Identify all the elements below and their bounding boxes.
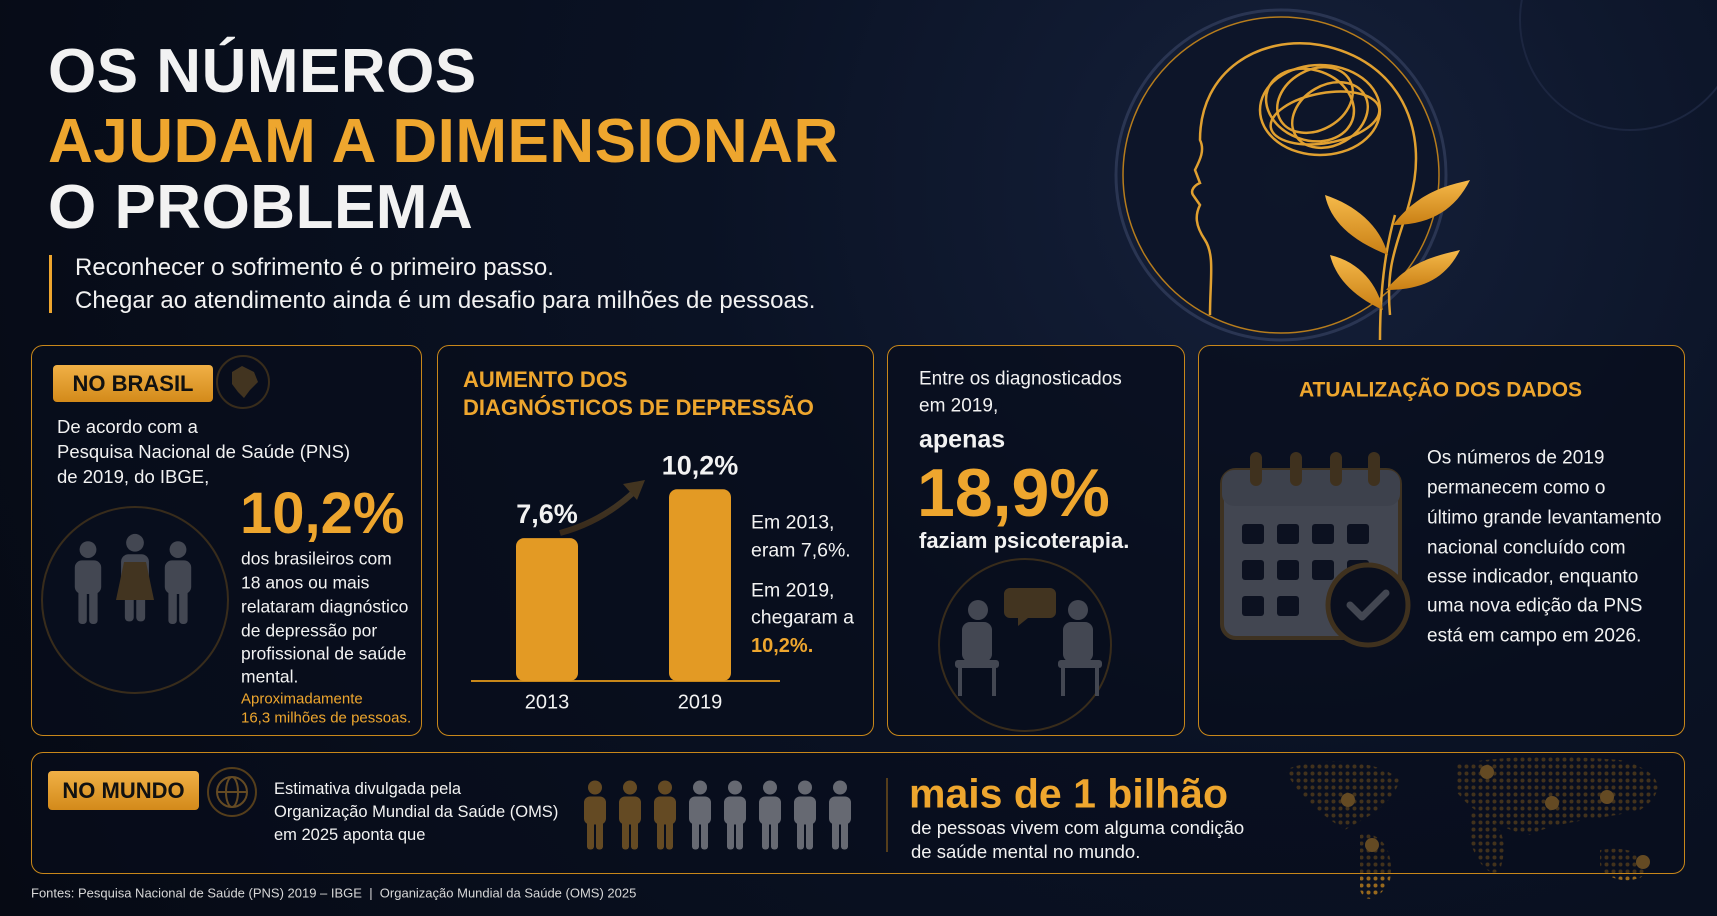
text-line: permanecem como o xyxy=(1427,477,1606,499)
leaves xyxy=(1325,180,1470,310)
head-disc xyxy=(1122,16,1440,334)
text-line: de 2019, do IBGE, xyxy=(57,465,210,487)
text-line: nacional concluído com xyxy=(1427,537,1626,559)
note-line: Aproximadamente xyxy=(241,690,363,708)
lead: apenas xyxy=(919,425,1006,454)
text-line: em 2025 aponta que xyxy=(274,825,426,844)
bar xyxy=(669,489,731,681)
chart-title: DIAGNÓSTICOS DE DEPRESSÃO xyxy=(463,395,814,420)
footer: Fontes: Pesquisa Nacional de Saúde (PNS)… xyxy=(31,885,637,901)
annotation: 10,2%. xyxy=(751,635,814,657)
text-line: dos brasileiros com xyxy=(241,548,392,569)
value-label: 10,2% xyxy=(662,450,739,480)
text-line: faziam psicoterapia. xyxy=(919,528,1130,553)
text-line: Pesquisa Nacional de Saúde (PNS) xyxy=(57,440,351,462)
text-line: relataram diagnóstico xyxy=(241,596,409,617)
subtitle-line: Chegar ao atendimento ainda é um desafio… xyxy=(75,287,816,314)
text-line: de pessoas vivem com alguma condição xyxy=(911,816,1245,838)
text-line: último grande levantamento xyxy=(1427,507,1662,529)
title-line: OS NÚMEROS xyxy=(48,37,477,106)
text-line: de depressão por xyxy=(241,620,378,641)
x-tick-label: 2019 xyxy=(678,691,723,713)
text-line: Estimativa divulgada pela xyxy=(274,779,462,798)
annotation: Em 2019, xyxy=(751,579,835,602)
subtitle-bar xyxy=(49,255,52,313)
highlight: mais de 1 bilhão xyxy=(909,770,1228,817)
text-line: De acordo com a xyxy=(57,415,198,437)
text-line: 18 anos ou mais xyxy=(241,572,370,593)
text-line: Os números de 2019 xyxy=(1427,447,1605,469)
text-line: mental. xyxy=(241,666,299,687)
badge: NO MUNDO xyxy=(48,771,199,810)
card-brasil xyxy=(31,345,422,736)
head-icon xyxy=(1190,42,1418,341)
annotation: Em 2013, xyxy=(751,511,835,534)
text-line: esse indicador, enquanto xyxy=(1427,566,1639,588)
x-tick-label: 2013 xyxy=(525,691,570,713)
text-line: uma nova edição da PNS xyxy=(1427,595,1643,617)
card-update xyxy=(1198,345,1685,736)
subtitle-line: Reconhecer o sofrimento é o primeiro pas… xyxy=(75,254,554,281)
text-line: em 2019, xyxy=(919,395,999,417)
chart: 7,6% 2013 10,2% 2019 xyxy=(471,450,780,713)
card-title: ATUALIZAÇÃO DOS DADOS xyxy=(1298,378,1583,402)
annotation: eram 7,6%. xyxy=(751,539,851,562)
card-therapy xyxy=(887,345,1185,736)
note-line: 16,3 milhões de pessoas. xyxy=(241,709,412,727)
highlight: 10,2% xyxy=(240,481,405,546)
title-line: O PROBLEMA xyxy=(48,173,474,242)
badge: NO BRASIL xyxy=(53,365,213,402)
value-label: 7,6% xyxy=(516,499,578,529)
card-world xyxy=(31,752,1685,874)
card-chart xyxy=(437,345,874,736)
title-line: AJUDAM A DIMENSIONAR xyxy=(48,107,839,176)
text-line: de saúde mental no mundo. xyxy=(911,840,1141,862)
text-line: Entre os diagnosticados xyxy=(919,368,1122,390)
annotation: chegaram a xyxy=(751,606,854,629)
deco-circle xyxy=(1519,0,1717,131)
highlight: 18,9% xyxy=(917,455,1110,531)
text-line: profissional de saúde xyxy=(241,643,407,664)
text-line: Organização Mundial da Saúde (OMS) xyxy=(274,802,559,821)
head-ring xyxy=(1114,8,1448,342)
text-line: está em campo em 2026. xyxy=(1427,625,1642,647)
bar xyxy=(516,538,578,681)
chart-title: AUMENTO DOS xyxy=(463,367,628,392)
